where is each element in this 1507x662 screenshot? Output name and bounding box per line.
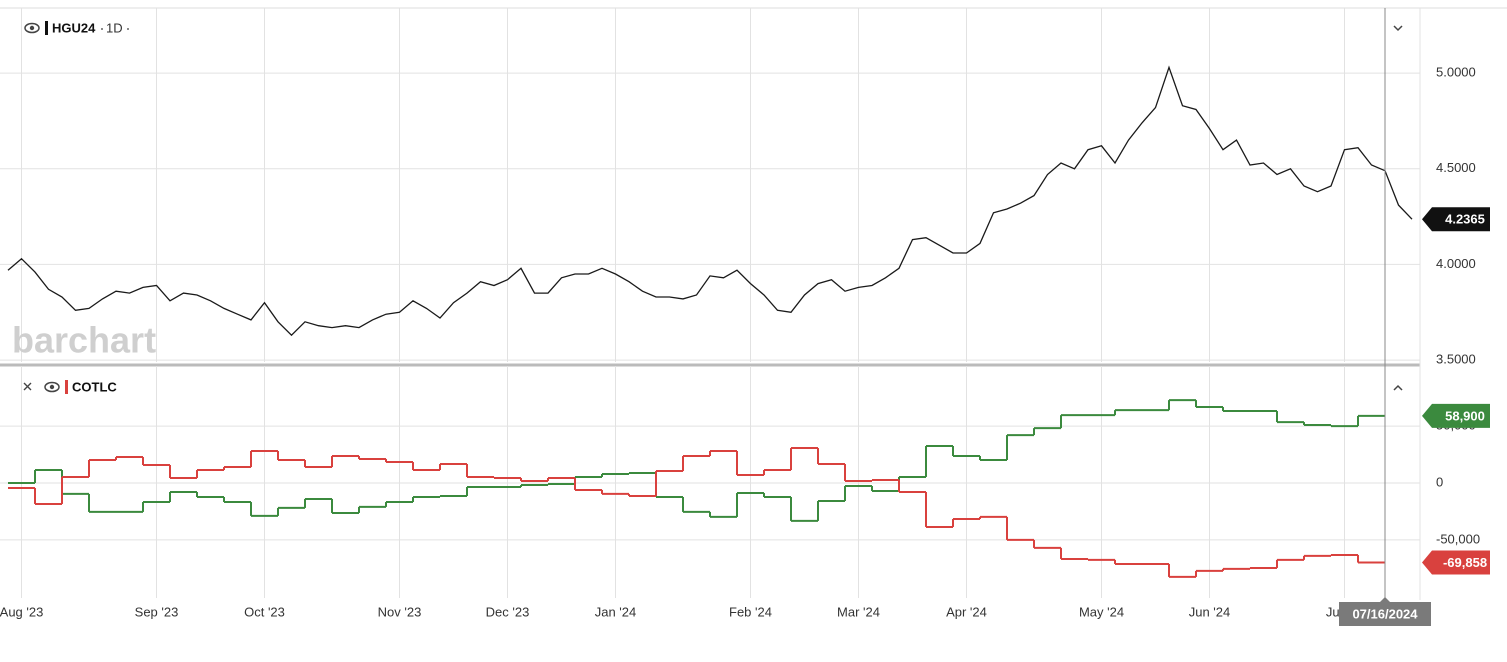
- eye-pupil: [29, 25, 35, 31]
- collapse-button[interactable]: [1393, 25, 1403, 32]
- eye-outline: [44, 381, 60, 393]
- value-badge: [1422, 403, 1490, 428]
- separator-dot: [127, 28, 129, 30]
- eye-outline: [24, 22, 40, 34]
- value-badge-label: 58,900: [1445, 408, 1485, 423]
- x-tick-label: Oct '23: [244, 604, 285, 619]
- price-line: [7, 65, 1413, 337]
- y-tick-label: -50,000: [1436, 531, 1480, 546]
- x-tick-label: May '24: [1079, 604, 1124, 619]
- eye-pupil: [49, 384, 55, 390]
- x-tick-label: Dec '23: [486, 604, 530, 619]
- x-tick-label: Mar '24: [837, 604, 880, 619]
- eye-icon[interactable]: [24, 22, 40, 34]
- eye-icon[interactable]: [44, 381, 60, 393]
- x-tick-label: Aug '23: [0, 604, 43, 619]
- watermark: barchart: [12, 320, 156, 361]
- value-badge-label: 4.2365: [1445, 212, 1485, 227]
- grid: 3.50004.00004.50005.0000-50,000050,000Au…: [0, 8, 1480, 619]
- y-tick-label: 4.0000: [1436, 256, 1476, 271]
- marks: [7, 65, 1413, 578]
- y-tick-label: 0: [1436, 474, 1443, 489]
- value-badge: [1422, 550, 1490, 575]
- close-button[interactable]: [23, 382, 32, 391]
- symbol-label: HGU24: [52, 20, 96, 35]
- x-tick-label: Jun '24: [1189, 604, 1231, 619]
- y-tick-label: 5.0000: [1436, 65, 1476, 80]
- y-tick-label: 3.5000: [1436, 352, 1476, 367]
- y-tick-label: 4.5000: [1436, 160, 1476, 175]
- cursor-badge-tip: [1380, 597, 1390, 602]
- study-label: COTLC: [72, 379, 117, 394]
- cursor-date: 07/16/2024: [1352, 606, 1418, 621]
- symbol-swatch: [45, 21, 48, 35]
- overlay: 4.2365 58,900 -69,858 07/16/2024: [1339, 8, 1490, 626]
- value-badge: [1422, 207, 1490, 232]
- x-tick-label: Feb '24: [729, 604, 772, 619]
- x-tick-label: Sep '23: [135, 604, 179, 619]
- expand-button[interactable]: [1393, 384, 1403, 391]
- study-swatch: [65, 380, 68, 394]
- interval-label: 1D: [106, 20, 123, 35]
- cursor-badge: [1339, 602, 1431, 626]
- x-tick-label: Apr '24: [946, 604, 987, 619]
- x-tick-label: Jan '24: [595, 604, 637, 619]
- separator-dot: [101, 28, 103, 30]
- x-tick-label: Nov '23: [378, 604, 422, 619]
- value-badge-label: -69,858: [1443, 555, 1487, 570]
